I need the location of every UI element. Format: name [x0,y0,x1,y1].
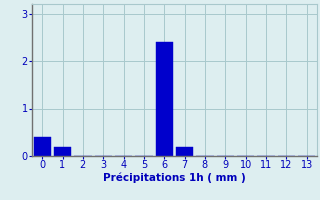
Bar [54,146,71,156]
Bar [34,137,51,156]
X-axis label: Précipitations 1h ( mm ): Précipitations 1h ( mm ) [103,173,246,183]
Bar [156,42,173,156]
Bar [176,146,193,156]
